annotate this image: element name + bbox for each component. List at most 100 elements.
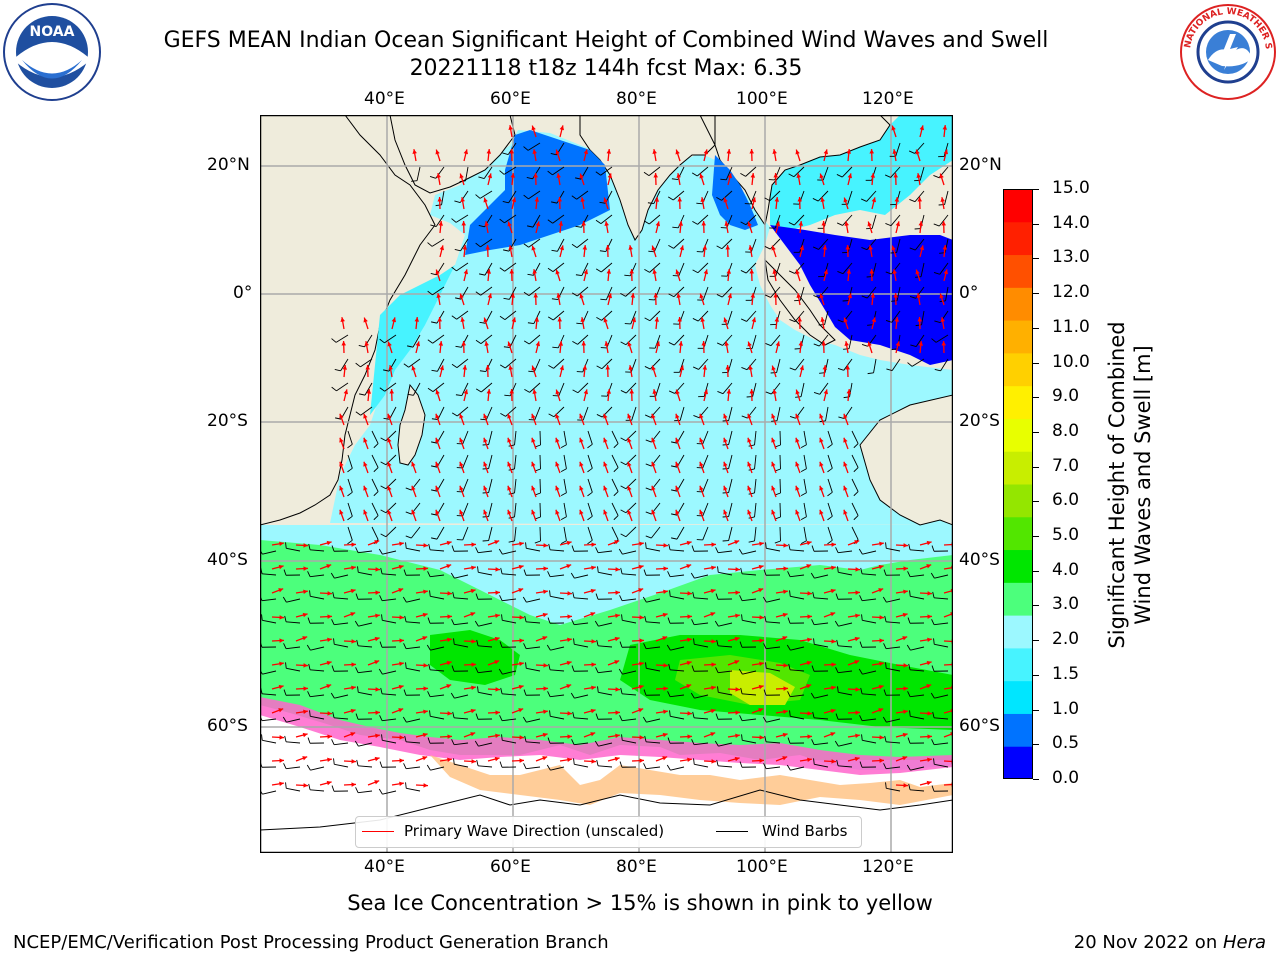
wind-barb-feather (834, 620, 839, 627)
wave-direction-arrowhead (606, 389, 612, 394)
wave-direction-arrowhead (567, 591, 572, 596)
wave-direction-arrowhead (507, 221, 512, 227)
wave-direction-arrowhead (279, 781, 284, 787)
chart-title: GEFS MEAN Indian Ocean Significant Heigh… (163, 28, 1049, 53)
wind-barb-staff (646, 646, 661, 650)
wave-direction-arrowhead (711, 542, 716, 547)
wind-barb-staff (514, 502, 517, 517)
wind-barb-feather (308, 783, 311, 790)
wave-direction-arrowhead (703, 149, 709, 155)
wave-direction-arrowhead (891, 245, 896, 251)
wind-barb-staff (718, 670, 733, 674)
wind-barb-staff (702, 526, 709, 541)
wind-barb-feather (693, 758, 695, 765)
wind-barb-feather (595, 268, 602, 273)
wind-barb-feather (915, 324, 922, 327)
wave-direction-arrowhead (463, 269, 469, 275)
wind-barb-staff (824, 310, 829, 325)
wind-barb-feather (644, 615, 647, 622)
wind-barb-staff (347, 454, 353, 469)
wind-barb-staff (550, 574, 565, 578)
wind-barb-feather (813, 343, 820, 347)
wind-barb-feather (764, 246, 771, 250)
wind-barb-staff (454, 622, 469, 626)
wind-barb-staff (412, 334, 421, 348)
wave-direction-arrowhead (870, 173, 876, 178)
wind-barb-feather (500, 567, 503, 574)
wind-barb-staff (702, 478, 709, 493)
wave-direction-arrowhead (783, 589, 788, 595)
wind-barb-feather (527, 225, 534, 228)
wave-direction-arrowhead (364, 341, 369, 346)
wave-direction-arrowhead (796, 173, 801, 178)
wind-barb-feather (527, 273, 534, 276)
wind-barb-staff (462, 502, 469, 517)
wave-direction-arrowhead (374, 780, 380, 785)
wave-direction-arrowhead (542, 732, 548, 738)
wave-direction-arrowhead (435, 269, 440, 275)
wave-direction-arrowhead (531, 245, 536, 251)
wind-barb-staff (406, 787, 421, 792)
wave-direction-arrowhead (303, 709, 308, 715)
lon-label-top-60e: 60°E (490, 89, 531, 109)
wind-barb-feather (478, 224, 485, 228)
wave-direction-arrowhead (446, 564, 452, 569)
wind-barb-feather (717, 566, 719, 573)
wind-barb-staff (915, 238, 925, 251)
wind-barb-staff (722, 334, 733, 346)
wind-barb-staff (504, 262, 517, 272)
wave-direction-arrowhead (483, 197, 488, 203)
wave-direction-arrowhead (339, 461, 344, 467)
wind-barb-feather (764, 615, 767, 622)
wave-direction-arrowhead (749, 269, 755, 274)
wave-direction-arrowhead (735, 590, 740, 595)
colorbar-svg (1003, 189, 1033, 780)
wave-direction-arrowhead (843, 461, 848, 467)
wind-barb-feather (450, 572, 455, 579)
wind-barb-feather (643, 220, 650, 225)
wave-direction-arrowhead (422, 612, 428, 618)
wind-barb-staff (944, 238, 949, 253)
wave-direction-arrowhead (303, 543, 308, 548)
wind-barb-staff (340, 358, 349, 372)
wind-barb-feather (882, 596, 887, 603)
wind-barb-staff (384, 334, 397, 344)
wind-barb-feather (452, 711, 455, 718)
wind-barb-feather (428, 663, 431, 670)
wind-barb-feather (740, 270, 747, 274)
wave-direction-arrowhead (511, 317, 517, 323)
wind-barb-feather (667, 196, 674, 201)
wind-barb-staff (742, 693, 757, 696)
wave-direction-arrowhead (654, 197, 660, 202)
wave-direction-arrowhead (663, 663, 668, 668)
colorbar-tick-label: 14.0 (1052, 212, 1090, 233)
wave-direction-arrowhead (627, 413, 632, 419)
wave-direction-arrowhead (326, 540, 332, 546)
wave-direction-arrowhead (398, 564, 404, 570)
wave-direction-arrowhead (435, 509, 440, 515)
wind-barb-staff (866, 238, 877, 251)
wave-direction-arrowhead (603, 197, 608, 203)
wave-direction-arrowhead (495, 613, 500, 619)
wind-barb-staff (430, 715, 445, 720)
wind-barb-staff (552, 214, 565, 224)
wave-direction-arrowhead (423, 686, 428, 691)
wind-barb-staff (824, 358, 829, 373)
wind-barb-feather (620, 341, 627, 346)
wave-direction-arrowhead (412, 149, 417, 154)
wave-direction-arrowhead (375, 567, 380, 572)
wave-direction-arrowhead (435, 461, 440, 467)
lon-label-top-100e: 100°E (736, 89, 788, 109)
wind-barb-feather (811, 739, 815, 745)
wind-barb-feather (426, 644, 431, 651)
wind-barb-feather (501, 734, 503, 741)
wave-direction-arrowhead (843, 413, 848, 419)
wave-direction-arrowhead (677, 317, 683, 322)
wind-barb-feather (572, 711, 575, 718)
wind-barb-feather (620, 292, 626, 297)
wave-direction-arrowhead (902, 612, 908, 618)
wave-direction-arrowhead (771, 509, 776, 515)
wind-barb-staff (803, 454, 807, 469)
wave-direction-arrowhead (651, 437, 656, 443)
wind-barb-staff (526, 766, 541, 770)
